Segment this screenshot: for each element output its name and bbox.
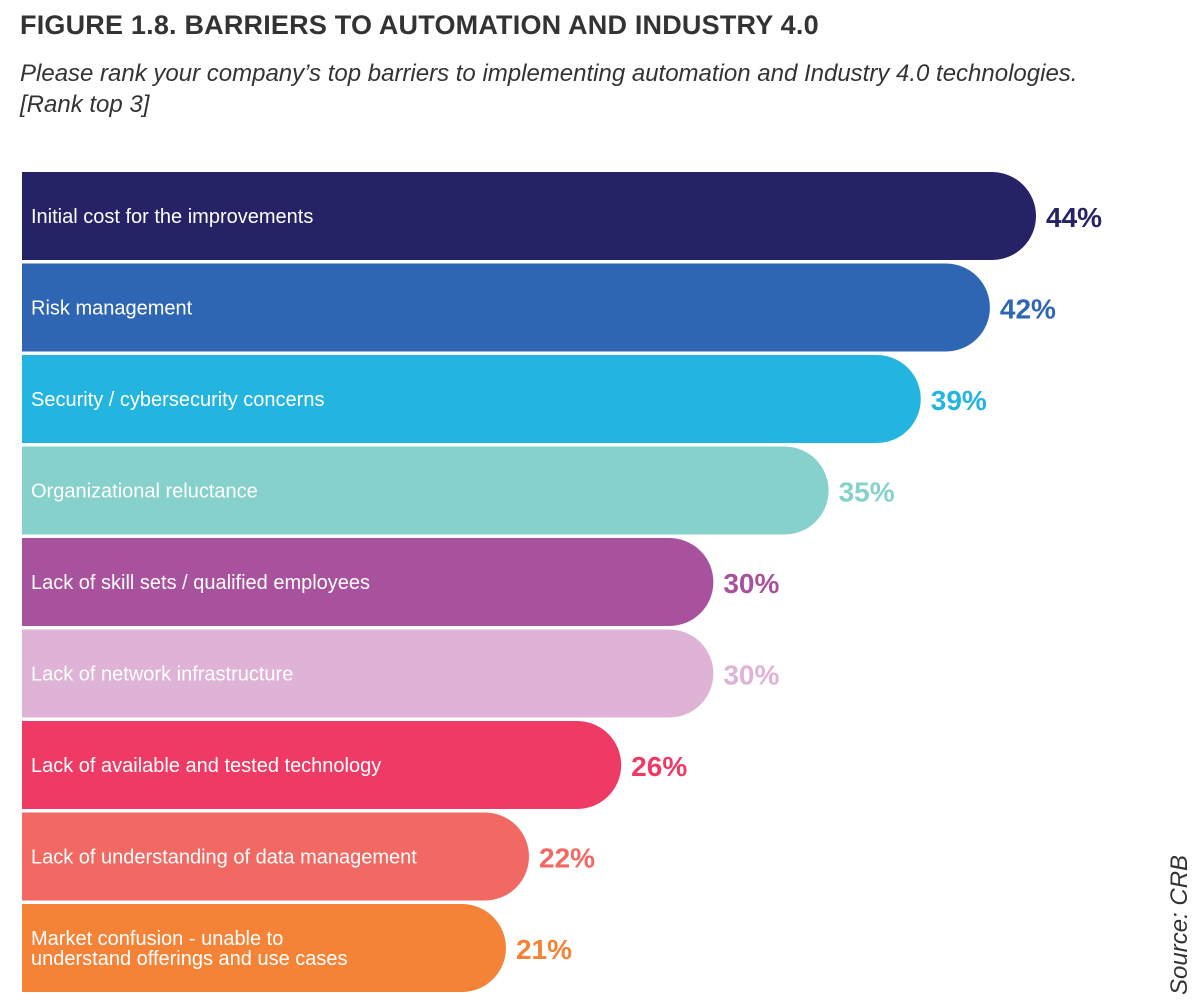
bar-label-6: Lack of network infrastructure — [31, 664, 293, 686]
bar-label-4: Organizational reluctance — [31, 481, 258, 503]
bar-6 — [22, 629, 714, 718]
bar-4 — [22, 446, 829, 535]
value-label-5: 30% — [723, 568, 779, 599]
bar-label-8: Lack of understanding of data management — [31, 847, 417, 869]
bar-8 — [22, 812, 529, 901]
value-label-3: 39% — [931, 385, 987, 416]
chart-title: FIGURE 1.8. BARRIERS TO AUTOMATION AND I… — [20, 10, 819, 40]
bar-label-9: Market confusion - unable to understand o… — [31, 928, 348, 970]
bar-label-5: Lack of skill sets / qualified employees — [31, 572, 370, 594]
bars-group: Initial cost for the improvements 44% Risk… — [22, 172, 1102, 992]
bar-label-1: Initial cost for the improvements — [31, 206, 313, 228]
bar-9 — [22, 904, 506, 992]
bar-7 — [22, 721, 622, 809]
value-label-8: 22% — [539, 843, 595, 874]
chart-subtitle: Please rank your company’s top barriers … — [20, 60, 1078, 118]
value-label-7: 26% — [631, 751, 687, 782]
bar-label-7: Lack of available and tested technology — [31, 755, 381, 777]
value-label-2: 42% — [1000, 294, 1056, 325]
value-label-9: 21% — [516, 934, 572, 965]
source-note: Source: CRB — [1166, 854, 1192, 995]
value-label-1: 44% — [1046, 202, 1102, 233]
bar-5 — [22, 538, 714, 626]
bar-2 — [22, 263, 990, 352]
bar-3 — [22, 355, 921, 443]
bar-label-3: Security / cybersecurity concerns — [31, 389, 324, 411]
value-label-4: 35% — [839, 477, 895, 508]
bar-label-2: Risk management — [31, 298, 193, 320]
bar-1 — [22, 172, 1036, 260]
value-label-6: 30% — [723, 660, 779, 691]
